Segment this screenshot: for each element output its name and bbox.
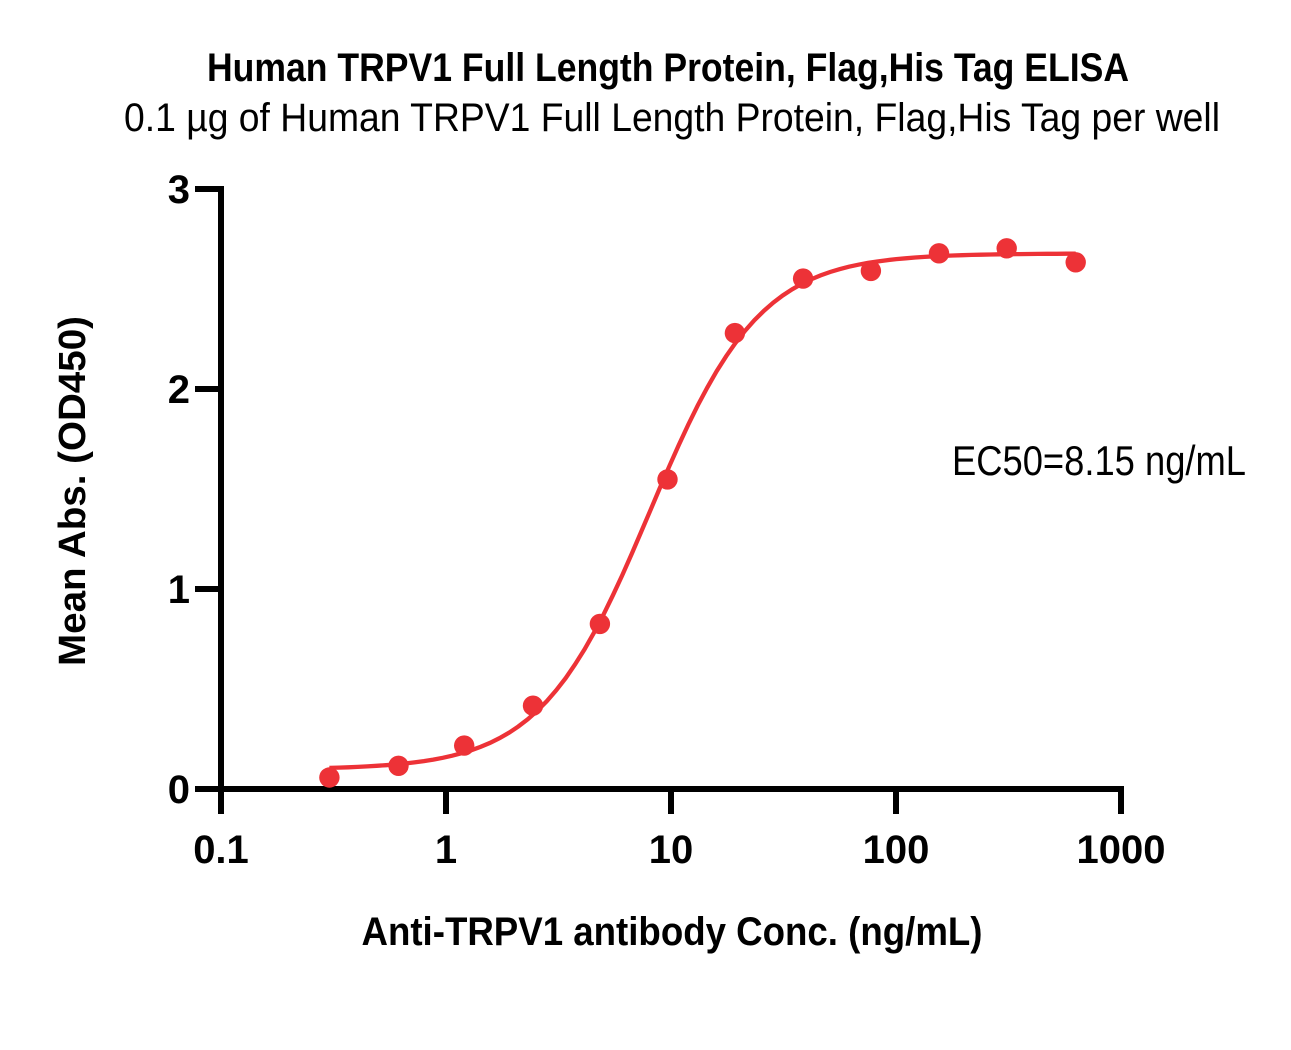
svg-text:2: 2 [168, 368, 190, 412]
svg-text:Anti-TRPV1 antibody Conc. (ng/: Anti-TRPV1 antibody Conc. (ng/mL) [362, 910, 983, 954]
svg-text:3: 3 [168, 168, 190, 212]
svg-text:1: 1 [435, 828, 457, 872]
svg-text:0.1: 0.1 [193, 828, 249, 872]
svg-text:Mean Abs. (OD450): Mean Abs. (OD450) [52, 316, 94, 666]
svg-text:1000: 1000 [1077, 828, 1166, 872]
svg-text:EC50=8.15 ng/mL: EC50=8.15 ng/mL [952, 437, 1246, 484]
svg-text:10: 10 [649, 828, 694, 872]
svg-text:0: 0 [168, 768, 190, 812]
svg-text:100: 100 [863, 828, 930, 872]
svg-text:Human TRPV1 Full Length Protei: Human TRPV1 Full Length Protein, Flag,Hi… [207, 46, 1129, 90]
svg-text:1: 1 [168, 568, 190, 612]
svg-text:0.1 µg of Human TRPV1 Full Len: 0.1 µg of Human TRPV1 Full Length Protei… [124, 96, 1220, 140]
